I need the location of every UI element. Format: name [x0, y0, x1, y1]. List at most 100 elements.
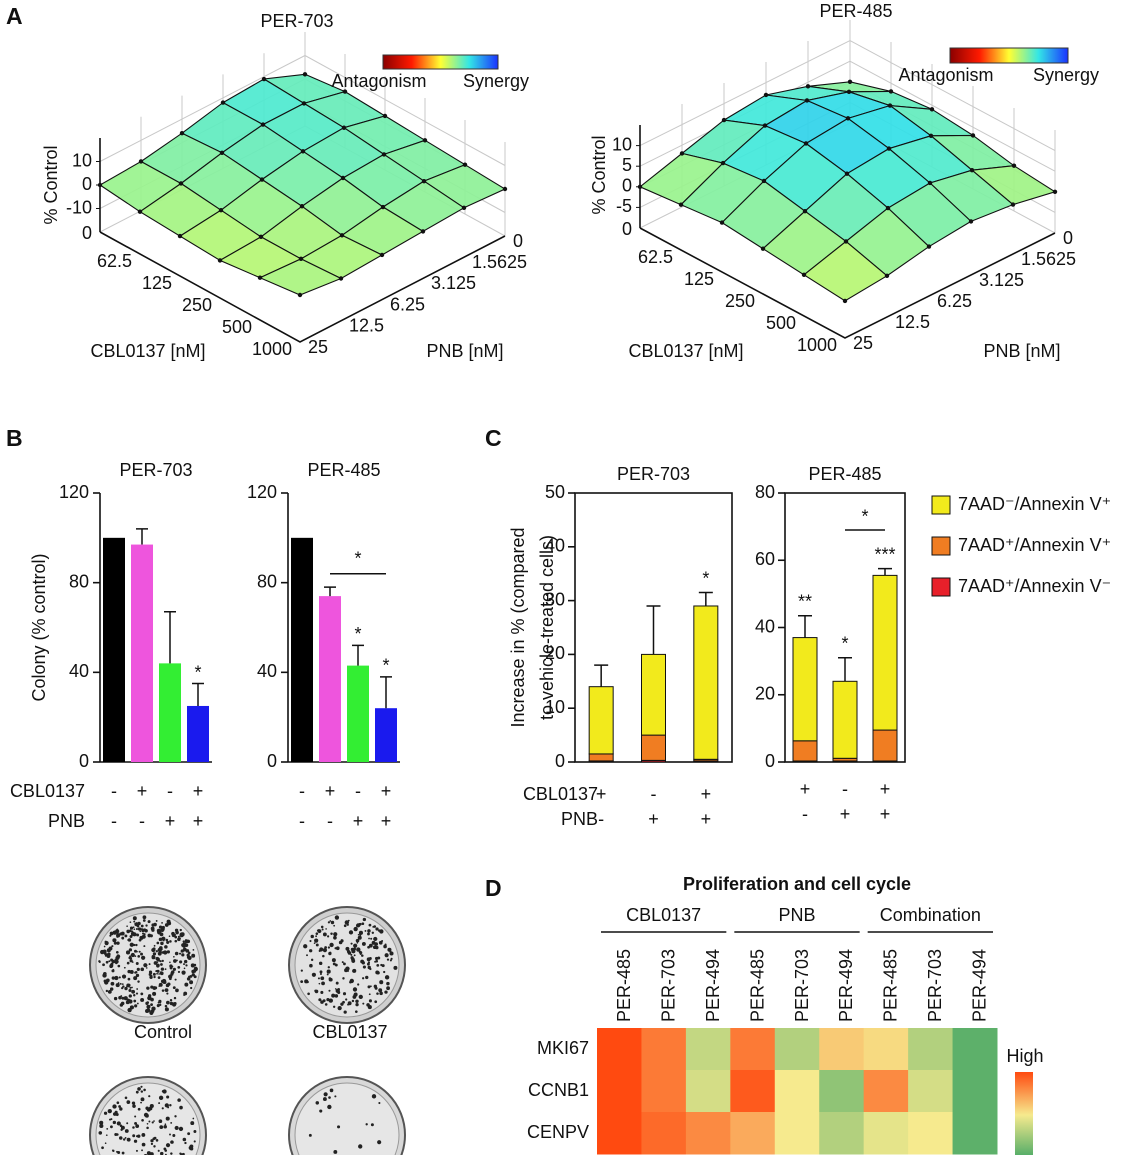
colony: [162, 980, 167, 985]
treatment-sign: +: [840, 804, 851, 824]
treatment-sign: +: [701, 784, 712, 804]
colony: [386, 986, 390, 991]
colony: [103, 945, 106, 948]
colony: [179, 928, 182, 932]
surface-point: [761, 178, 767, 184]
colony: [118, 1136, 123, 1140]
surface-point: [637, 184, 643, 189]
colony: [137, 980, 140, 983]
surface-point: [929, 107, 935, 112]
colony: [309, 939, 312, 943]
surface-point: [178, 181, 184, 186]
colony: [368, 937, 370, 940]
colony: [151, 955, 156, 960]
colony: [371, 1094, 377, 1099]
colony: [135, 1090, 139, 1094]
colony: [120, 931, 125, 936]
colony: [157, 976, 161, 979]
treatment-sign: -: [167, 781, 173, 801]
colony: [322, 954, 325, 958]
colony: [143, 1088, 146, 1092]
colony: [122, 1138, 126, 1141]
surface-point: [261, 76, 267, 82]
colony: [362, 965, 366, 969]
colony: [116, 1121, 121, 1126]
colony: [115, 955, 120, 960]
colony: [347, 1001, 352, 1006]
colony: [149, 1103, 154, 1109]
colony: [375, 970, 380, 975]
y-tick-label: 20: [755, 684, 775, 704]
heatmap-cell: [730, 1070, 776, 1113]
y-tick-label: 1.5625: [1021, 249, 1076, 269]
colony: [329, 951, 332, 955]
surface-point: [217, 258, 223, 263]
z-axis-label: % Control: [41, 145, 61, 224]
colony: [374, 1000, 378, 1004]
column-label: PER-703: [658, 949, 678, 1022]
colony: [150, 1142, 154, 1146]
colony: [98, 1131, 103, 1135]
colony: [151, 947, 156, 953]
colony: [112, 1104, 117, 1109]
column-label: PER-485: [881, 949, 901, 1022]
z-tick-label: -5: [616, 196, 632, 216]
colony: [117, 982, 120, 984]
y-tick-label: 80: [755, 482, 775, 502]
chart-title: Proliferation and cell cycle: [683, 874, 911, 894]
bar-segment: [872, 729, 898, 762]
colony: [114, 958, 117, 961]
colony: [138, 938, 142, 942]
surface-point: [338, 276, 344, 281]
colony: [141, 1118, 144, 1122]
colony: [172, 967, 176, 971]
colony: [126, 1137, 131, 1142]
colony: [140, 1090, 144, 1093]
colony: [127, 977, 131, 981]
colony: [161, 1107, 164, 1110]
colony: [373, 936, 378, 942]
colony: [156, 928, 161, 933]
heatmap-cell: [730, 1112, 776, 1155]
surface-point: [422, 138, 428, 143]
colony: [152, 952, 157, 956]
colony: [307, 992, 310, 996]
colony: [184, 939, 189, 944]
colony: [113, 996, 118, 1001]
colony: [386, 981, 390, 986]
colony: [153, 1120, 155, 1122]
colony: [375, 945, 379, 950]
colony: [343, 962, 346, 966]
colony: [318, 998, 322, 1002]
y-tick-label: 80: [257, 571, 277, 591]
colony: [368, 957, 372, 960]
treatment-sign: -: [111, 781, 117, 801]
significance-label: *: [354, 624, 361, 644]
colony: [158, 1095, 164, 1100]
row-label: CCNB1: [528, 1080, 589, 1100]
colony: [167, 982, 171, 986]
colony: [118, 996, 122, 1000]
z-tick-label: 0: [82, 174, 92, 194]
colony: [184, 982, 189, 987]
bar-segment: [588, 753, 614, 762]
colony: [114, 975, 119, 981]
color-scale-label: High: [1006, 1046, 1043, 1066]
x-tick-label: 500: [766, 313, 796, 333]
colony: [169, 977, 172, 981]
colony: [134, 1121, 138, 1125]
floor-axis: [639, 227, 1056, 339]
surface-point: [257, 275, 263, 280]
colony: [104, 1142, 107, 1145]
y-tick-label: 30: [545, 589, 565, 609]
treatment-sign: +: [800, 779, 811, 799]
colony: [156, 969, 160, 973]
colony: [163, 950, 166, 954]
colony: [328, 998, 333, 1003]
error-bar: [594, 664, 609, 687]
colony: [136, 988, 139, 990]
colony: [169, 961, 171, 964]
colony: [375, 927, 379, 931]
colony: [322, 1097, 327, 1102]
colony: [169, 999, 173, 1002]
